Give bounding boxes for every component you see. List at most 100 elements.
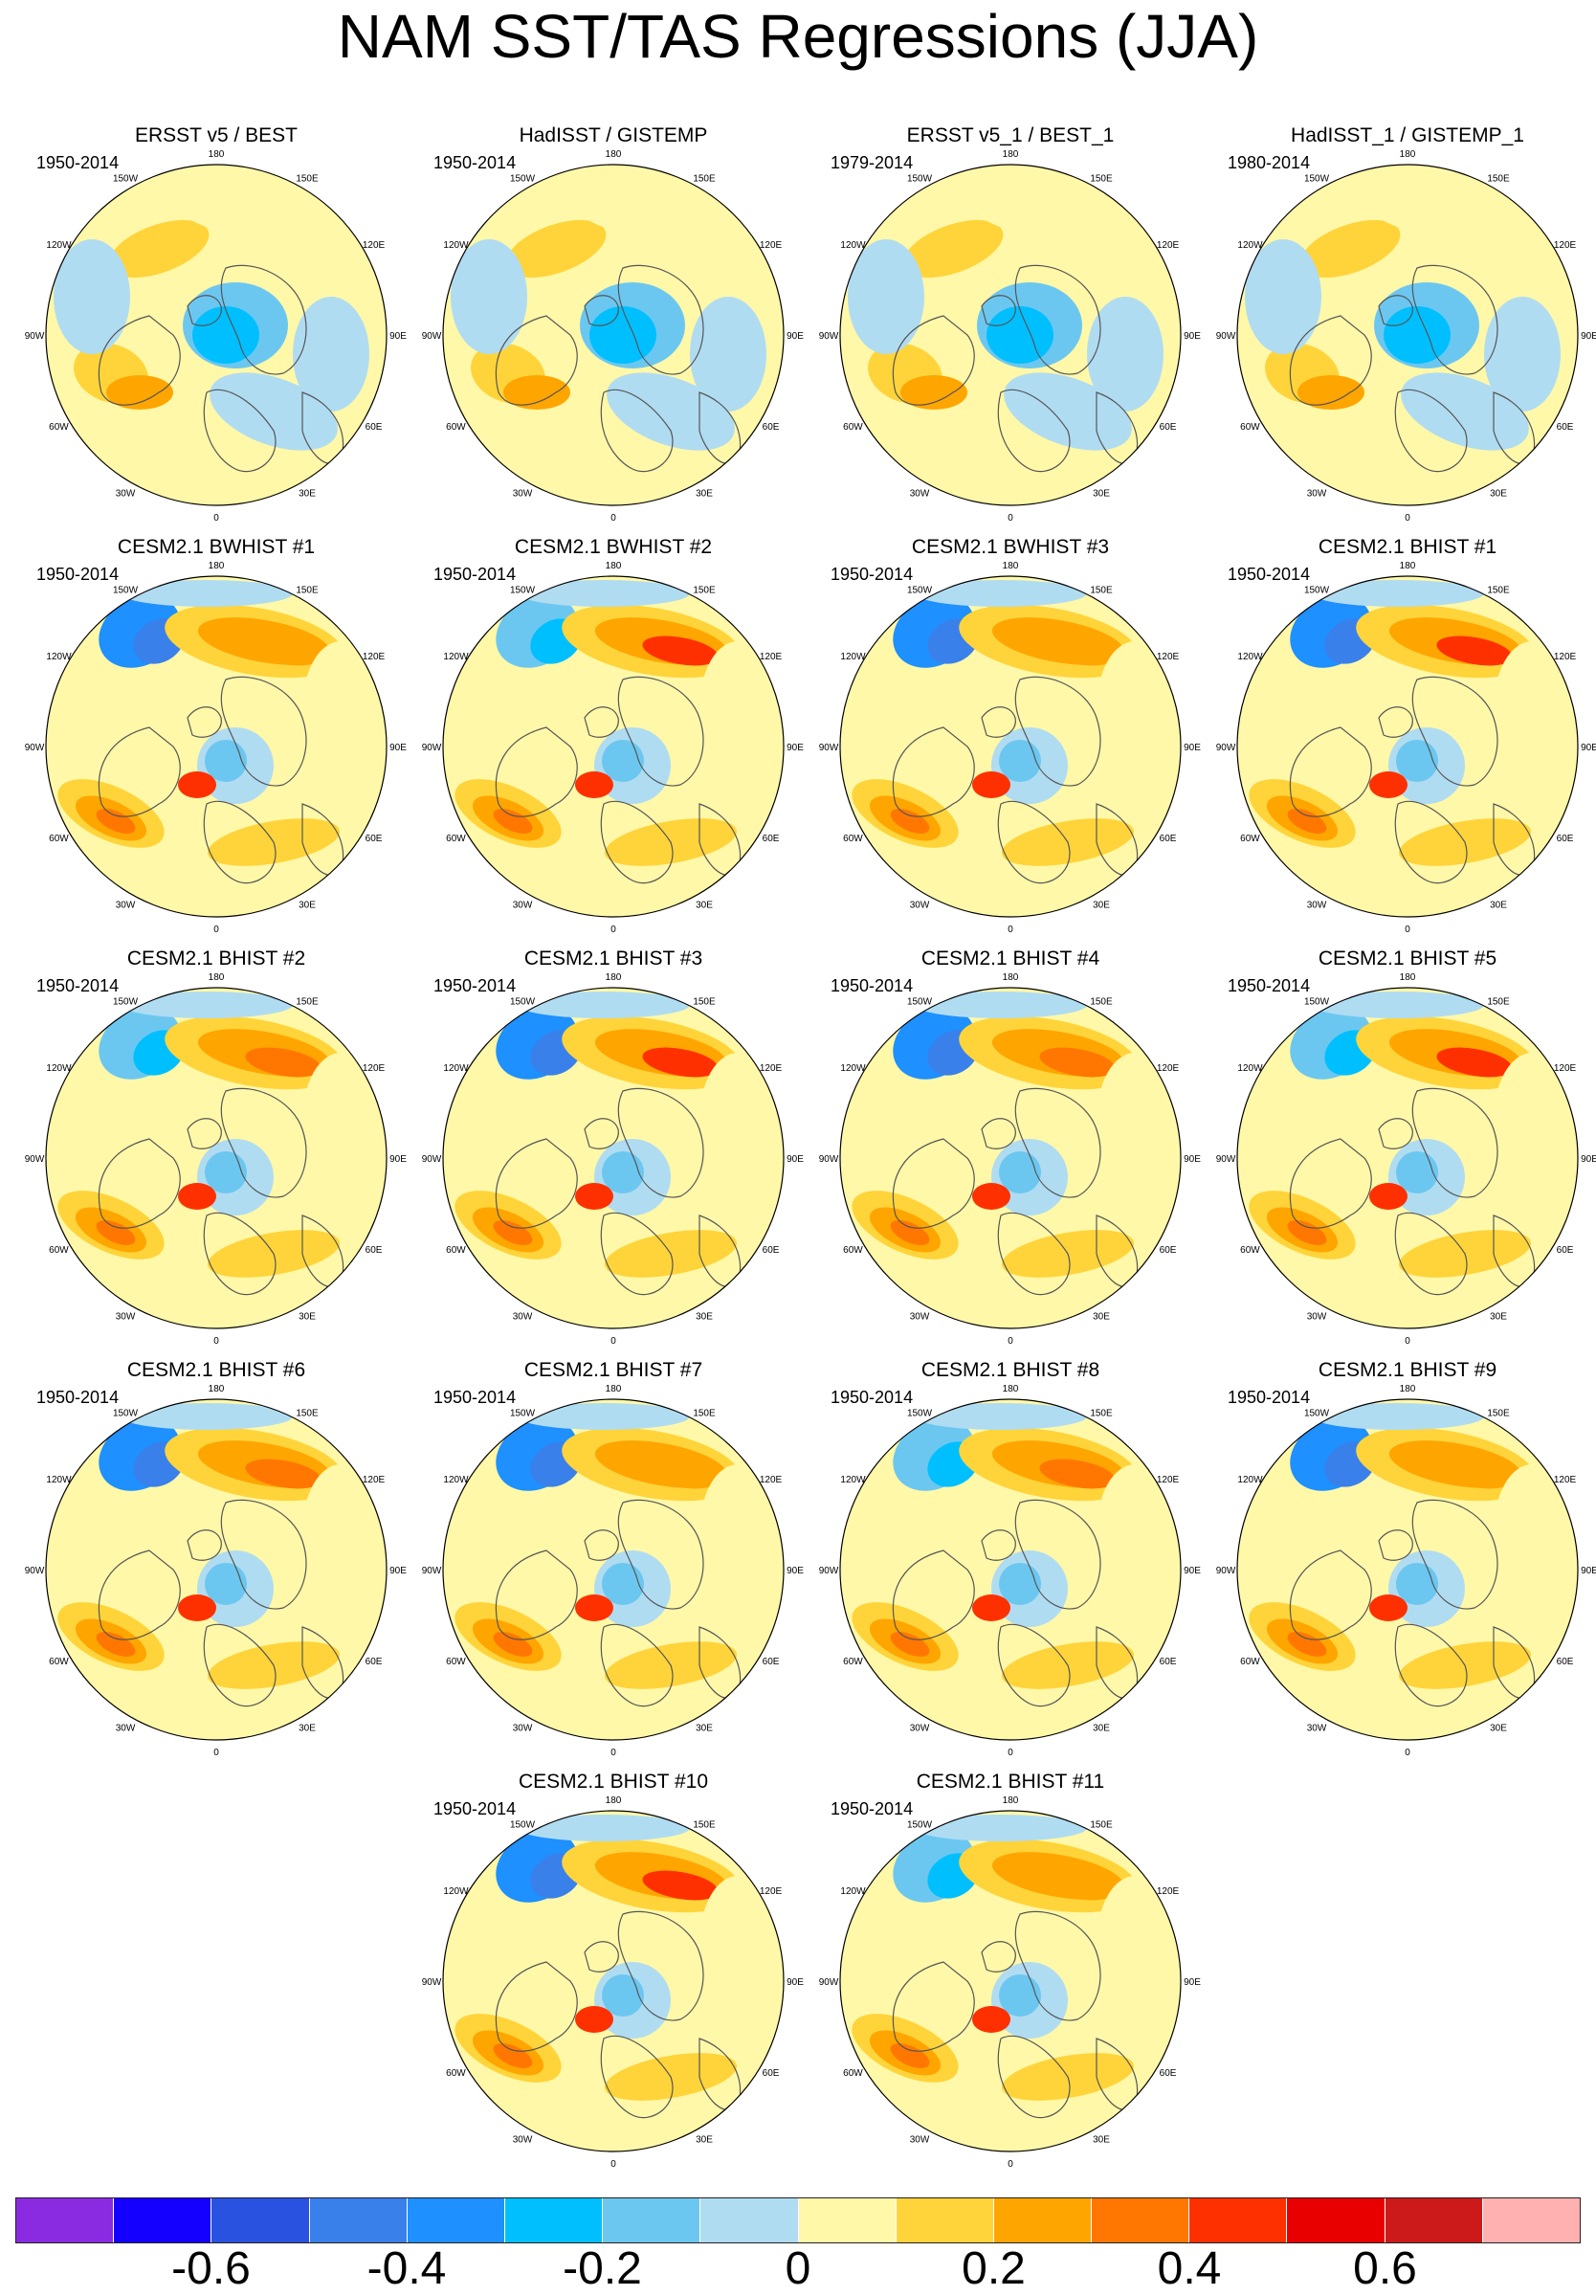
longitude-label: 0	[610, 513, 616, 524]
coastline	[1289, 315, 1372, 406]
longitude-label: 120W	[46, 1475, 72, 1485]
longitude-label: 180	[209, 1384, 225, 1394]
panel-period: 1950-2014	[1228, 1388, 1311, 1407]
anomaly-region	[642, 1459, 719, 1489]
longitude-label: 180	[606, 1795, 622, 1806]
anomaly-region	[1396, 1151, 1438, 1193]
anomaly-region	[1039, 1047, 1116, 1078]
longitude-label: 120E	[1157, 652, 1180, 662]
longitude-label: 30W	[910, 2135, 930, 2146]
longitude-label: 180	[606, 561, 622, 571]
map-boundary	[45, 987, 388, 1329]
panel-period: 1950-2014	[1228, 565, 1311, 584]
longitude-label: 60W	[1240, 1245, 1260, 1256]
coastline	[584, 295, 619, 326]
longitude-label: 150E	[296, 996, 319, 1007]
longitude-label: 90W	[1216, 1566, 1236, 1576]
longitude-label: 60E	[763, 2068, 780, 2079]
coastline	[892, 1138, 975, 1229]
anomaly-region	[602, 1151, 644, 1193]
longitude-label: 180	[1003, 1384, 1019, 1394]
panel-title: CESM2.1 BHIST #6	[126, 1359, 306, 1381]
longitude-label: 30E	[1093, 1724, 1110, 1734]
panel-period: 1950-2014	[433, 565, 517, 584]
longitude-label: 120E	[760, 1063, 783, 1074]
longitude-label: 150W	[1304, 585, 1330, 595]
coastline	[981, 1118, 1016, 1149]
anomaly-region	[1369, 1594, 1408, 1621]
longitude-label: 60W	[1240, 422, 1260, 433]
coastline	[892, 1549, 975, 1640]
longitude-label: 120W	[1237, 240, 1263, 251]
anomaly-region	[1484, 297, 1561, 412]
anomaly-region	[999, 740, 1041, 782]
longitude-label: 30E	[1093, 2135, 1110, 2146]
panel-period: 1950-2014	[36, 1388, 120, 1407]
longitude-label: 30W	[513, 489, 533, 500]
longitude-label: 60W	[49, 834, 69, 844]
longitude-label: 60W	[446, 1245, 466, 1256]
panel-period: 1979-2014	[831, 153, 914, 172]
coastline	[892, 1961, 975, 2052]
longitude-label: 180	[1400, 149, 1416, 160]
longitude-label: 90W	[422, 1977, 442, 1988]
longitude-label: 120W	[840, 1475, 866, 1485]
longitude-label: 120W	[840, 240, 866, 251]
longitude-label: 180	[1003, 561, 1019, 571]
longitude-label: 0	[213, 1336, 219, 1347]
panel-title: HadISST / GISTEMP	[519, 124, 708, 146]
longitude-label: 60E	[1160, 1245, 1177, 1256]
coastline	[220, 264, 307, 375]
longitude-label: 150W	[907, 585, 933, 595]
anomaly-region	[602, 1974, 644, 2017]
coastline	[600, 2035, 674, 2119]
coastline	[1014, 264, 1101, 375]
longitude-label: 60E	[763, 834, 780, 844]
longitude-label: 0	[610, 2159, 616, 2170]
anomaly-region	[179, 196, 330, 244]
map-boundary	[442, 1398, 785, 1741]
anomaly-region	[1039, 1459, 1116, 1489]
anomaly-region	[972, 771, 1010, 798]
anomaly-region	[518, 580, 690, 607]
coastline	[1014, 1087, 1101, 1198]
colorbar-swatch	[407, 2198, 505, 2242]
anomaly-region	[999, 1974, 1041, 2017]
coastline	[187, 706, 222, 738]
anomaly-region	[302, 641, 379, 775]
anomaly-region	[1312, 580, 1484, 607]
coastline	[98, 1549, 181, 1640]
coastline	[981, 1529, 1016, 1561]
longitude-label: 120E	[363, 1063, 386, 1074]
panel-period: 1950-2014	[1228, 976, 1311, 995]
longitude-label: 150E	[1487, 585, 1510, 595]
longitude-label: 180	[209, 561, 225, 571]
anomaly-region	[1287, 1632, 1327, 1657]
map-boundary	[45, 1398, 388, 1741]
colorbar-labels: -0.6 -0.4 -0.2 0 0.2 0.4 0.6	[15, 2243, 1581, 2295]
map-panel: CESM2.1 BHIST #10 180 150E 120E 90E 60E 30E 0 30…	[414, 1771, 812, 2173]
longitude-label: 120E	[760, 240, 783, 251]
map-boundary	[839, 987, 1182, 1329]
longitude-label: 120E	[1157, 240, 1180, 251]
longitude-label: 30E	[1093, 901, 1110, 911]
anomaly-region	[192, 306, 259, 364]
longitude-label: 90E	[787, 1977, 804, 1988]
longitude-label: 90W	[25, 1154, 45, 1165]
map-boundary	[442, 1810, 785, 2152]
longitude-label: 90W	[1216, 331, 1236, 342]
map-boundary	[1236, 164, 1579, 506]
anomaly-region	[890, 1632, 930, 1657]
anomaly-region	[302, 1053, 379, 1187]
anomaly-region	[1097, 1464, 1173, 1598]
anomaly-region	[205, 1563, 247, 1605]
coastline	[1289, 726, 1372, 817]
anomaly-region	[699, 641, 776, 775]
anomaly-region	[503, 375, 570, 410]
coastline	[600, 1212, 674, 1296]
panel-period: 1950-2014	[433, 153, 517, 172]
coastline	[1014, 1499, 1101, 1610]
longitude-label: 60W	[843, 1245, 863, 1256]
coastline	[997, 2035, 1071, 2119]
anomaly-region	[848, 239, 924, 354]
